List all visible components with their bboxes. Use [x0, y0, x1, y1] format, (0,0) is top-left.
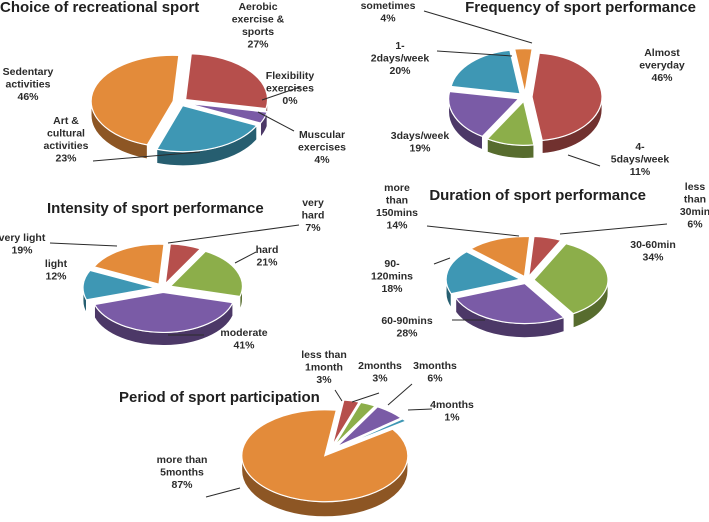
leader-line [234, 251, 257, 264]
data-label: Art & cultural activities 23% [44, 115, 89, 165]
leader-line [423, 10, 533, 44]
data-label: moderate 41% [220, 327, 267, 352]
pie-slice [90, 54, 180, 146]
pie-slice [186, 102, 268, 124]
pie-chart-3: Intensity of sport performance very hard 7%… [0, 197, 324, 352]
data-label: hard 21% [256, 244, 279, 269]
pie-chart-4: Duration of sport performance less than 30m… [371, 181, 709, 340]
data-label: Flexibility exercises 0% [266, 70, 315, 107]
pie-slice [454, 282, 566, 325]
leader-line [433, 257, 451, 265]
leader-line [334, 389, 343, 402]
pie-slice [155, 104, 258, 153]
pie-tops [90, 53, 269, 153]
data-label: more than 5months 87% [157, 454, 208, 491]
leader-line [257, 111, 295, 132]
leader-line [261, 86, 301, 101]
leader-line [559, 223, 668, 235]
pie-tops [445, 235, 609, 325]
data-label: 30-60min 34% [630, 239, 676, 264]
data-label: 90-120mins 18% [371, 258, 413, 295]
pie-slice [241, 409, 409, 503]
chart-title: Intensity of sport performance [47, 200, 264, 217]
data-label: very hard 7% [302, 197, 325, 234]
pie-slice [93, 291, 234, 334]
pie-slice [527, 235, 562, 279]
pie-slice [448, 90, 520, 138]
data-label: 4-5days/week 11% [611, 141, 670, 178]
data-label: light 12% [45, 258, 68, 283]
pie-slice [486, 100, 535, 146]
pie-tops [82, 243, 243, 334]
leader-line [205, 487, 241, 498]
pie-slice [333, 401, 377, 447]
data-label: more than 150mins 14% [376, 182, 418, 232]
pie-slice [184, 53, 269, 110]
leader-line [92, 151, 201, 162]
pie-slice [337, 418, 408, 449]
data-label: 3months 6% [413, 360, 457, 385]
data-label: 4months 1% [430, 399, 474, 424]
pie-slice [445, 250, 522, 295]
pie-chart-2: Frequency of sport performance Almost ever… [361, 0, 696, 178]
leader-line [49, 242, 118, 247]
pie-slice [92, 243, 165, 285]
data-label: very light 19% [0, 232, 46, 257]
chart-title: Choice of recreational sport [0, 0, 199, 16]
data-label: Aerobic exercise & sports 27% [232, 1, 285, 51]
chart-title: Duration of sport performance [429, 187, 646, 204]
pie-slice [533, 243, 609, 315]
data-label: 1-2days/week 20% [371, 40, 430, 77]
pie-slice [450, 49, 521, 95]
data-label: 3days/week 19% [391, 130, 450, 155]
leader-line [567, 154, 601, 167]
leader-line [436, 50, 513, 57]
pie-slice [531, 52, 603, 142]
leader-line [167, 224, 300, 244]
pie-slice [331, 399, 361, 446]
data-label: Almost everyday 46% [639, 47, 685, 84]
data-label: Muscular exercises 4% [298, 129, 346, 166]
pie-tops [448, 48, 603, 146]
pie-slice [169, 250, 243, 298]
leader-line [387, 383, 413, 406]
pie-slice [336, 406, 403, 448]
data-label: less than 1month 3% [301, 349, 347, 386]
pie-slice [513, 48, 533, 93]
pie-chart-1: Choice of recreational sport Aerobic exerc… [0, 0, 346, 166]
pie-slice [164, 243, 202, 286]
leader-line [351, 392, 380, 403]
data-label: Sedentary activities 46% [3, 66, 54, 103]
leader-line [426, 225, 520, 237]
pie-slice [469, 235, 531, 278]
chart-title: Frequency of sport performance [465, 0, 696, 16]
data-label: 2months 3% [358, 360, 402, 385]
leader-line [407, 408, 433, 411]
chart-title: Period of sport participation [119, 389, 320, 406]
pie-tops [241, 399, 409, 503]
data-label: sometimes 4% [361, 0, 416, 25]
pie-chart-5: Period of sport participation less than 1m… [119, 349, 474, 518]
data-label: less than 30min 6% [680, 181, 709, 231]
pie-slice [82, 269, 156, 301]
data-label: 60-90mins 28% [381, 315, 433, 340]
